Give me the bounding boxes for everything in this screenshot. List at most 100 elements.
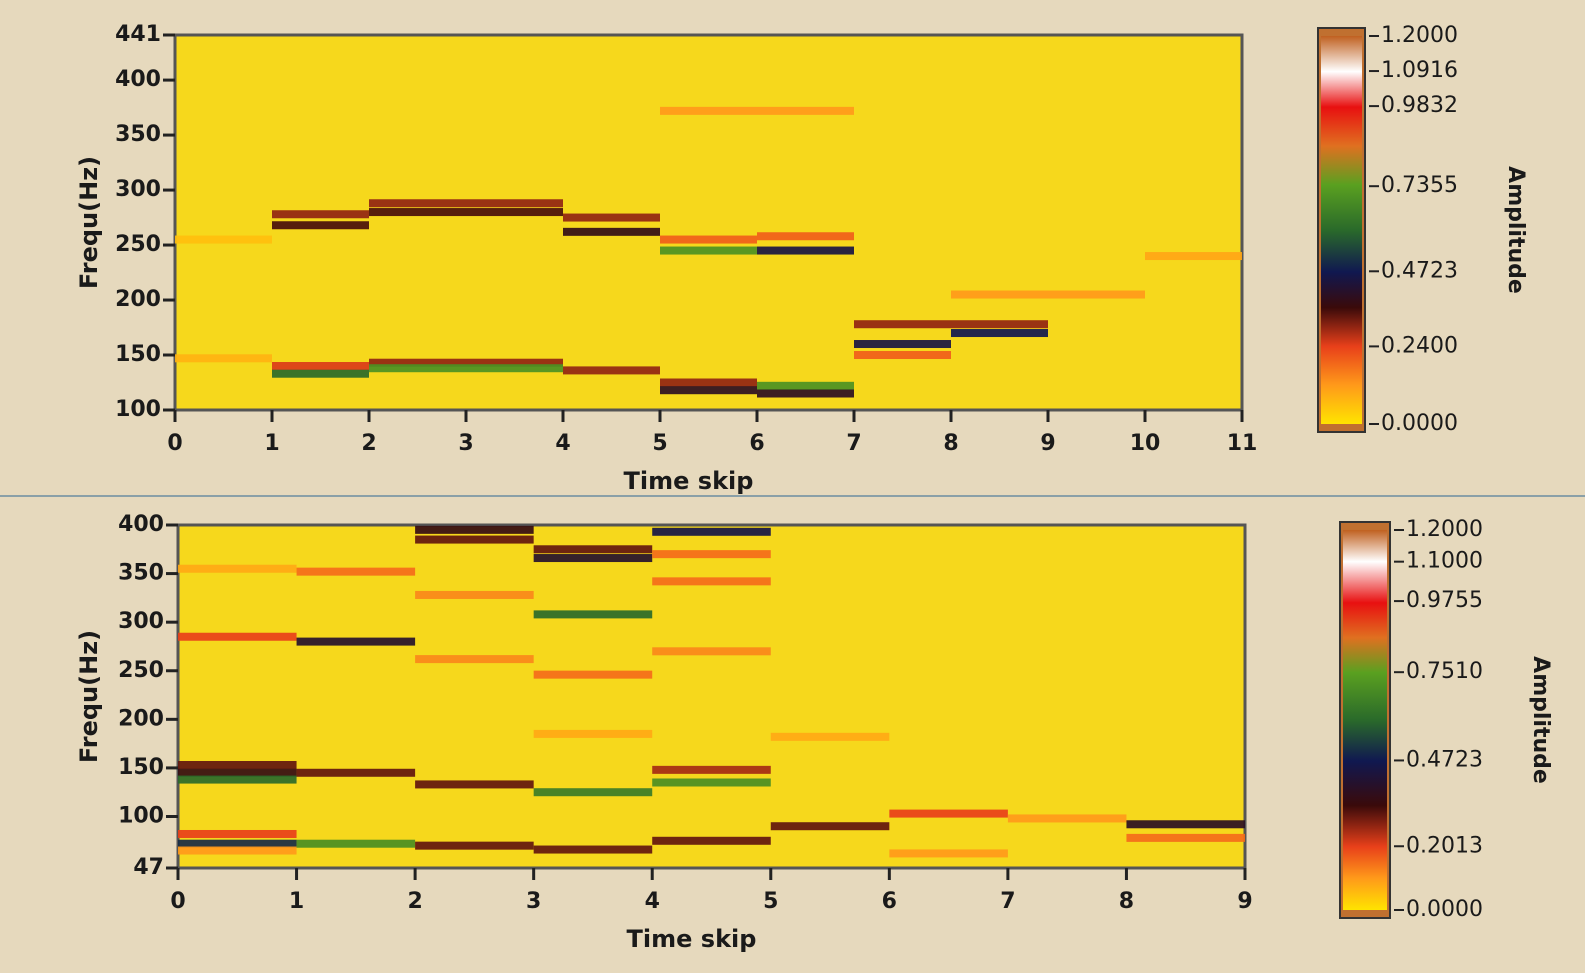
spectral-band <box>297 638 416 646</box>
spectral-band <box>534 846 653 854</box>
x-axis-label: Time skip <box>624 467 754 495</box>
spectral-band <box>178 761 297 769</box>
spectral-band <box>178 776 297 784</box>
y-axis-label: Frequ(Hz) <box>75 156 103 289</box>
spectral-band <box>854 320 951 328</box>
colorbar-tick-label: 0.2013 <box>1406 833 1483 858</box>
colorbar-tick-label: 0.7355 <box>1381 173 1458 198</box>
x-tick-label: 8 <box>1119 889 1134 914</box>
spectral-band <box>534 788 653 796</box>
spectral-band <box>178 565 297 573</box>
y-tick-label: 441 <box>115 22 161 47</box>
x-tick-label: 10 <box>1130 431 1161 456</box>
x-tick-label: 3 <box>458 431 473 456</box>
x-tick-label: 11 <box>1227 431 1258 456</box>
spectral-band <box>771 733 890 741</box>
spectral-band <box>175 354 272 362</box>
colorbar-tick-label: 0.4723 <box>1381 258 1458 283</box>
spectral-band <box>297 769 416 777</box>
spectral-band <box>272 210 369 218</box>
x-tick-label: 0 <box>170 889 185 914</box>
spectral-band <box>534 610 653 618</box>
y-tick-label: 300 <box>118 609 164 634</box>
spectral-band <box>757 390 854 398</box>
spectral-band <box>660 107 854 115</box>
y-tick-label: 250 <box>118 658 164 683</box>
spectral-band <box>369 364 563 372</box>
spectral-band <box>660 247 757 255</box>
spectral-band <box>652 837 771 845</box>
spectral-band <box>175 236 272 244</box>
spectral-band <box>563 366 660 374</box>
spectral-band <box>178 830 297 838</box>
y-tick-label: 100 <box>115 397 161 422</box>
spectral-band <box>660 386 757 394</box>
spectral-band <box>1126 834 1245 842</box>
y-axis-label: Frequ(Hz) <box>75 630 103 763</box>
spectral-band <box>652 766 771 774</box>
spectral-band <box>652 647 771 655</box>
x-tick-label: 6 <box>882 889 897 914</box>
y-tick-label: 150 <box>115 342 161 367</box>
spectral-band <box>854 340 951 348</box>
colorbar-tick-label: 1.2000 <box>1381 23 1458 48</box>
spectral-band <box>1008 814 1127 822</box>
spectral-band <box>660 379 757 387</box>
spectral-band <box>1145 252 1242 260</box>
colorbar-tick-label: 1.1000 <box>1406 549 1483 574</box>
spectral-band <box>178 847 297 855</box>
y-tick-label: 47 <box>133 855 164 880</box>
x-axis-label: Time skip <box>627 925 757 953</box>
spectral-band <box>369 208 563 216</box>
spectral-band <box>534 554 653 562</box>
y-tick-label: 350 <box>115 122 161 147</box>
x-tick-label: 5 <box>763 889 778 914</box>
spectral-band <box>272 221 369 229</box>
spectral-band <box>652 550 771 558</box>
y-tick-label: 200 <box>118 706 164 731</box>
x-tick-label: 4 <box>645 889 660 914</box>
colorbar-tick-label: 0.2400 <box>1381 333 1458 358</box>
y-tick-label: 100 <box>118 804 164 829</box>
x-tick-label: 9 <box>1237 889 1252 914</box>
spectral-band <box>951 329 1048 337</box>
y-tick-label: 300 <box>115 177 161 202</box>
spectral-band <box>652 528 771 536</box>
colorbar <box>1343 530 1387 910</box>
spectral-band <box>951 291 1145 299</box>
y-tick-label: 150 <box>118 755 164 780</box>
spectral-band <box>854 351 951 359</box>
spectral-band <box>534 545 653 553</box>
spectral-band <box>415 526 534 534</box>
y-tick-label: 350 <box>118 561 164 586</box>
colorbar-label: Amplitude <box>1528 656 1553 784</box>
spectral-band <box>178 633 297 641</box>
colorbar-label: Amplitude <box>1503 166 1528 294</box>
spectral-band <box>563 214 660 222</box>
spectral-band <box>757 232 854 240</box>
x-tick-label: 6 <box>749 431 764 456</box>
x-tick-label: 7 <box>1000 889 1015 914</box>
colorbar-tick-label: 1.2000 <box>1406 517 1483 542</box>
spectral-band <box>534 730 653 738</box>
spectral-band <box>951 320 1048 328</box>
x-tick-label: 2 <box>407 889 422 914</box>
colorbar-tick-label: 0.0000 <box>1406 897 1483 922</box>
colorbar-tick-label: 0.7510 <box>1406 659 1483 684</box>
x-tick-label: 3 <box>526 889 541 914</box>
x-tick-label: 1 <box>289 889 304 914</box>
spectral-band <box>178 769 297 777</box>
spectral-band <box>272 370 369 378</box>
spectral-band <box>1126 820 1245 828</box>
spectral-band <box>297 568 416 576</box>
spectral-band <box>415 655 534 663</box>
spectral-band <box>369 199 563 207</box>
spectral-band <box>757 247 854 255</box>
spectral-band <box>415 591 534 599</box>
spectral-band <box>534 671 653 679</box>
x-tick-label: 0 <box>167 431 182 456</box>
x-tick-label: 7 <box>846 431 861 456</box>
y-tick-label: 250 <box>115 232 161 257</box>
spectral-band <box>660 236 757 244</box>
